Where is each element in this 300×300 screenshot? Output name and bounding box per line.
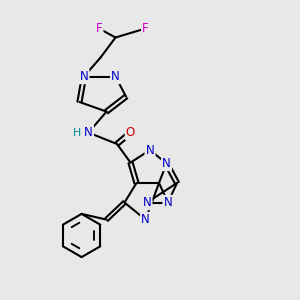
Text: N: N (162, 157, 171, 170)
Text: N: N (111, 70, 120, 83)
Text: N: N (146, 143, 154, 157)
Text: N: N (142, 196, 152, 209)
Text: N: N (84, 126, 93, 139)
Text: N: N (80, 70, 88, 83)
Text: H: H (73, 128, 81, 138)
Text: F: F (142, 22, 149, 35)
Text: O: O (126, 126, 135, 139)
Text: N: N (164, 196, 172, 209)
Text: N: N (141, 213, 150, 226)
Text: F: F (96, 22, 102, 35)
